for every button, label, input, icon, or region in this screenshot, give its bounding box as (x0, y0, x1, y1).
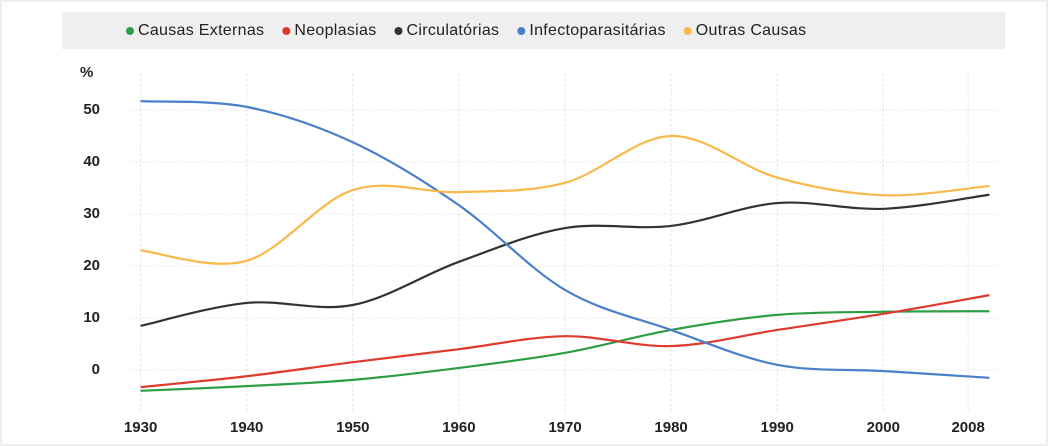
legend-label: Neoplasias (294, 22, 376, 39)
x-tick-label: 1930 (124, 419, 157, 436)
x-tick-label: 1940 (230, 419, 263, 436)
legend-label: Causas Externas (138, 22, 264, 39)
line-series (140, 134, 990, 265)
line-series (140, 193, 990, 327)
legend-label: Infectoparasitárias (529, 22, 665, 39)
line-series (140, 100, 990, 379)
y-axis-label: % (80, 64, 93, 81)
legend: Causas Externas Neoplasias Circulatórias In… (126, 22, 806, 39)
y-tick-label: 20 (83, 257, 100, 274)
legend-marker (517, 27, 526, 35)
legend-label: Outras Causas (696, 22, 807, 39)
y-tick-label: 50 (83, 101, 100, 118)
legend-background (62, 12, 1005, 49)
legend-marker (394, 27, 403, 35)
legend-label: Circulatórias (407, 22, 500, 39)
x-tick-label: 2000 (867, 419, 900, 436)
y-tick-label: 10 (83, 309, 100, 326)
x-tick-label: 1980 (654, 419, 687, 436)
y-tick-label: 30 (83, 205, 100, 222)
line-series (140, 294, 990, 389)
x-tick-label: 1950 (336, 419, 369, 436)
legend-marker (683, 27, 692, 35)
y-tick-label: 40 (83, 153, 100, 170)
x-tick-label: 1960 (442, 419, 475, 436)
x-tick-label: 1990 (761, 419, 794, 436)
x-tick-label: 2008 (951, 419, 984, 436)
legend-marker (126, 27, 134, 35)
line-series (140, 310, 990, 392)
y-tick-label: 0 (92, 361, 100, 378)
x-tick-label: 1970 (548, 419, 581, 436)
legend-marker (282, 27, 291, 35)
